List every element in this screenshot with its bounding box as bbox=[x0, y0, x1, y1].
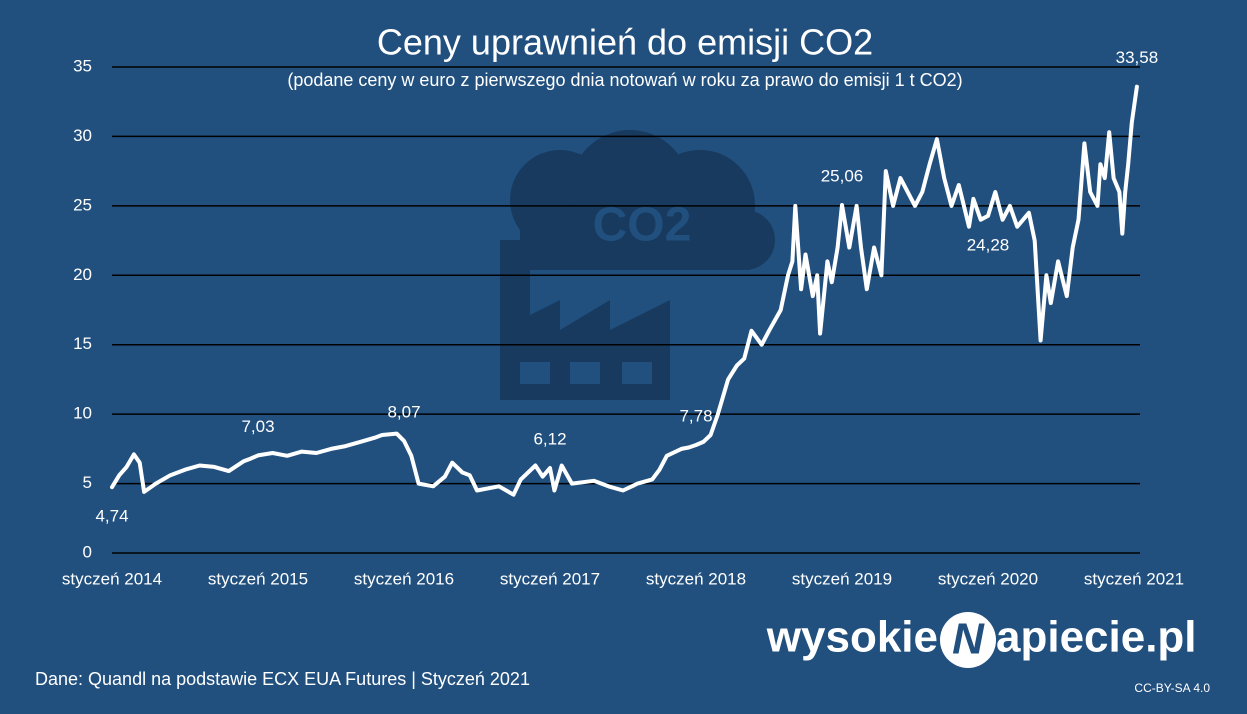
x-tick-label: styczeń 2021 bbox=[1084, 569, 1184, 588]
y-tick-label: 30 bbox=[73, 126, 92, 145]
y-tick-label: 35 bbox=[73, 56, 92, 75]
x-tick-label: styczeń 2014 bbox=[62, 569, 162, 588]
data-label: 33,58 bbox=[1116, 48, 1159, 67]
x-tick-label: styczeń 2020 bbox=[938, 569, 1038, 588]
data-label: 25,06 bbox=[821, 167, 864, 186]
y-tick-label: 5 bbox=[83, 473, 92, 492]
chart-title: Ceny uprawnień do emisji CO2 bbox=[377, 22, 873, 63]
brand-mark: N bbox=[952, 615, 985, 664]
y-tick-label: 20 bbox=[73, 265, 92, 284]
x-tick-label: styczeń 2016 bbox=[354, 569, 454, 588]
x-tick-label: styczeń 2019 bbox=[792, 569, 892, 588]
brand-left: wysokie bbox=[766, 613, 938, 662]
y-tick-label: 15 bbox=[73, 334, 92, 353]
brand-right: apiecie.pl bbox=[996, 613, 1197, 662]
price-line bbox=[110, 84, 1139, 497]
data-label: 8,07 bbox=[387, 402, 420, 421]
data-label: 24,28 bbox=[967, 235, 1010, 254]
data-label: 7,03 bbox=[241, 417, 274, 436]
data-label: 6,12 bbox=[533, 430, 566, 449]
chart-subtitle: (podane ceny w euro z pierwszego dnia no… bbox=[287, 70, 962, 90]
x-tick-label: styczeń 2018 bbox=[646, 569, 746, 588]
y-tick-label: 25 bbox=[73, 195, 92, 214]
y-tick-label: 0 bbox=[83, 542, 92, 561]
watermark-text: CO2 bbox=[593, 199, 692, 252]
x-tick-label: styczeń 2017 bbox=[500, 569, 600, 588]
brand-badge bbox=[940, 612, 996, 668]
license: CC-BY-SA 4.0 bbox=[1134, 681, 1210, 695]
y-tick-label: 10 bbox=[73, 404, 92, 423]
watermark bbox=[500, 130, 775, 400]
data-label: 7,78 bbox=[679, 406, 712, 425]
x-tick-label: styczeń 2015 bbox=[208, 569, 308, 588]
data-label: 4,74 bbox=[95, 507, 128, 526]
source-note: Dane: Quandl na podstawie ECX EUA Future… bbox=[35, 669, 530, 689]
